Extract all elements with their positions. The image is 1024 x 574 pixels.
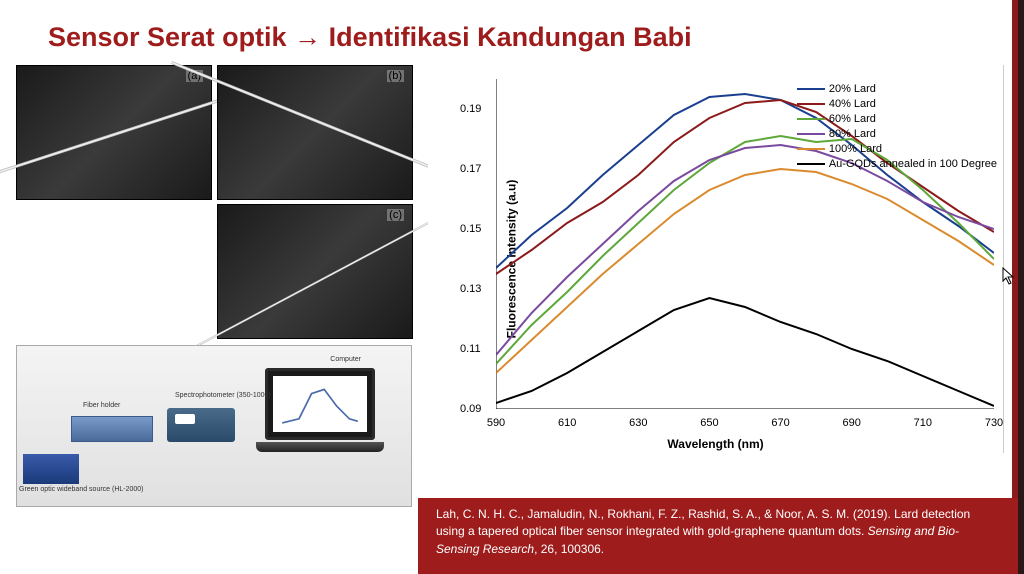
sem-image-c: (c)	[217, 204, 413, 339]
legend-item: 100% Lard	[797, 141, 997, 156]
spectrometer-icon	[167, 408, 235, 442]
x-tick: 690	[843, 417, 861, 429]
y-tick: 0.15	[460, 223, 481, 235]
content: (a) (b) (c)	[0, 65, 1012, 507]
legend-label: 20% Lard	[829, 83, 876, 95]
legend-item: 20% Lard	[797, 81, 997, 96]
right-column: Fluorescence Intensity (a.u) Wavelength …	[428, 65, 1004, 507]
legend-label: 100% Lard	[829, 143, 882, 155]
sem-image-b: (b)	[217, 65, 413, 200]
legend-label: Au-GQDs annealed in 100 Degree	[829, 158, 997, 170]
y-tick: 0.19	[460, 103, 481, 115]
x-tick: 710	[914, 417, 932, 429]
x-tick: 730	[985, 417, 1003, 429]
title-part2: Identifikasi Kandungan Babi	[321, 22, 692, 52]
fluorescence-chart: Fluorescence Intensity (a.u) Wavelength …	[428, 65, 1004, 453]
light-source-icon	[23, 454, 79, 484]
y-tick: 0.17	[460, 163, 481, 175]
sem-images: (a) (b) (c)	[16, 65, 414, 339]
sem-label-b: (b)	[387, 70, 404, 82]
chart-legend: 20% Lard 40% Lard 60% Lard 80% Lard 100% Lar…	[797, 81, 997, 171]
arrow-icon: →	[294, 22, 321, 52]
legend-item: 80% Lard	[797, 126, 997, 141]
x-tick: 590	[487, 417, 505, 429]
citation-bar: Lah, C. N. H. C., Jamaludin, N., Rokhani…	[418, 498, 1018, 574]
x-tick: 630	[629, 417, 647, 429]
x-tick: 670	[771, 417, 789, 429]
slide: Sensor Serat optik → Identifikasi Kandun…	[0, 0, 1018, 574]
citation-text2: , 26, 100306.	[534, 542, 604, 556]
y-tick: 0.13	[460, 283, 481, 295]
eq-label-source: Green optic wideband source (HL-2000)	[19, 486, 144, 493]
y-tick: 0.11	[460, 343, 481, 355]
x-axis-label: Wavelength (nm)	[667, 437, 763, 451]
equipment-diagram: Spectrophotometer (350-1000) Fiber holde…	[16, 345, 412, 507]
title-part1: Sensor Serat optik	[48, 22, 294, 52]
y-tick: 0.09	[460, 403, 481, 415]
laptop-icon	[265, 368, 393, 478]
legend-item: 40% Lard	[797, 96, 997, 111]
legend-item: 60% Lard	[797, 111, 997, 126]
fiber-holder-icon	[71, 416, 153, 442]
x-tick: 610	[558, 417, 576, 429]
legend-item: Au-GQDs annealed in 100 Degree	[797, 156, 997, 171]
sem-image-a: (a)	[16, 65, 212, 200]
x-tick: 650	[700, 417, 718, 429]
legend-label: 80% Lard	[829, 128, 876, 140]
left-column: (a) (b) (c)	[16, 65, 414, 507]
legend-label: 40% Lard	[829, 98, 876, 110]
eq-label-computer: Computer	[330, 356, 361, 363]
legend-label: 60% Lard	[829, 113, 876, 125]
eq-label-holder: Fiber holder	[83, 402, 120, 409]
sem-label-c: (c)	[387, 209, 404, 221]
eq-label-spectro: Spectrophotometer (350-1000)	[175, 392, 271, 399]
cursor-icon	[1002, 267, 1016, 285]
slide-title: Sensor Serat optik → Identifikasi Kandun…	[0, 0, 1012, 65]
